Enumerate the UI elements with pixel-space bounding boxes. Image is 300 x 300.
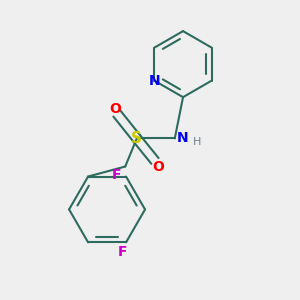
Text: O: O (152, 160, 164, 174)
Text: S: S (131, 131, 142, 146)
Text: N: N (177, 131, 189, 146)
Text: F: F (118, 245, 128, 259)
Text: O: O (110, 102, 121, 116)
Text: N: N (148, 74, 160, 88)
Text: H: H (193, 137, 201, 147)
Text: F: F (111, 168, 121, 182)
